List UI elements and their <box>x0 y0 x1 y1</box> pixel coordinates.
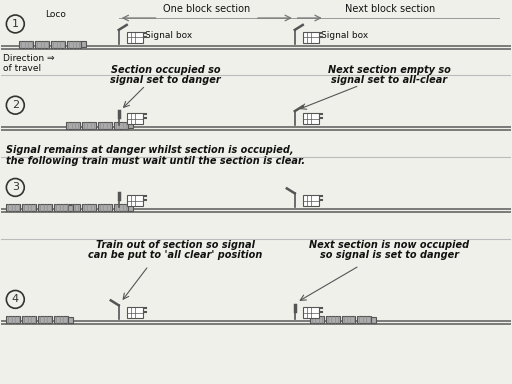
Bar <box>6 204 20 211</box>
Bar <box>303 307 318 318</box>
Bar <box>38 204 52 211</box>
Bar <box>82 122 96 129</box>
Bar <box>357 316 371 323</box>
Text: Signal box: Signal box <box>144 31 192 40</box>
Bar <box>23 204 36 211</box>
Bar <box>38 316 52 323</box>
Text: Next section is now occupied: Next section is now occupied <box>309 240 470 250</box>
Bar <box>68 205 73 211</box>
Bar <box>68 317 73 323</box>
Bar <box>82 204 96 211</box>
Bar <box>371 317 376 323</box>
Bar <box>127 205 133 211</box>
Bar <box>303 113 318 124</box>
Bar <box>98 122 112 129</box>
Bar <box>35 41 49 48</box>
Bar <box>303 195 318 206</box>
Text: can be put to 'all clear' position: can be put to 'all clear' position <box>88 250 263 260</box>
Bar <box>6 316 20 323</box>
Text: Loco: Loco <box>45 10 66 19</box>
Text: Next block section: Next block section <box>345 4 435 14</box>
Text: Section occupied so: Section occupied so <box>111 65 220 76</box>
Text: Direction ⇒: Direction ⇒ <box>4 54 55 63</box>
Text: 1: 1 <box>12 19 19 29</box>
Text: Signal box: Signal box <box>321 31 368 40</box>
Bar <box>23 316 36 323</box>
Text: Next section empty so: Next section empty so <box>328 65 451 76</box>
Bar <box>114 204 127 211</box>
Bar <box>98 204 112 211</box>
Bar <box>66 204 80 211</box>
Text: so signal is set to danger: so signal is set to danger <box>320 250 459 260</box>
Bar <box>127 122 133 129</box>
Text: 4: 4 <box>12 295 19 305</box>
Bar <box>67 41 81 48</box>
Bar <box>342 316 355 323</box>
Text: signal set to danger: signal set to danger <box>110 75 221 85</box>
Bar <box>126 195 143 206</box>
Text: One block section: One block section <box>163 4 250 14</box>
Text: the following train must wait until the section is clear.: the following train must wait until the … <box>6 156 306 166</box>
Bar <box>126 32 143 43</box>
Bar <box>66 122 80 129</box>
Bar <box>126 113 143 124</box>
Bar <box>54 204 68 211</box>
Bar <box>114 122 127 129</box>
Text: 3: 3 <box>12 182 19 192</box>
Bar <box>326 316 339 323</box>
Text: 2: 2 <box>12 100 19 110</box>
Bar <box>51 41 65 48</box>
Bar <box>303 32 318 43</box>
Bar <box>81 41 86 47</box>
Text: Train out of section so signal: Train out of section so signal <box>96 240 255 250</box>
Bar <box>19 41 33 48</box>
Bar <box>126 307 143 318</box>
Text: Signal remains at danger whilst section is occupied,: Signal remains at danger whilst section … <box>6 145 294 155</box>
Bar <box>310 316 324 323</box>
Bar <box>54 316 68 323</box>
Text: signal set to all-clear: signal set to all-clear <box>331 75 447 85</box>
Text: of travel: of travel <box>4 64 41 73</box>
